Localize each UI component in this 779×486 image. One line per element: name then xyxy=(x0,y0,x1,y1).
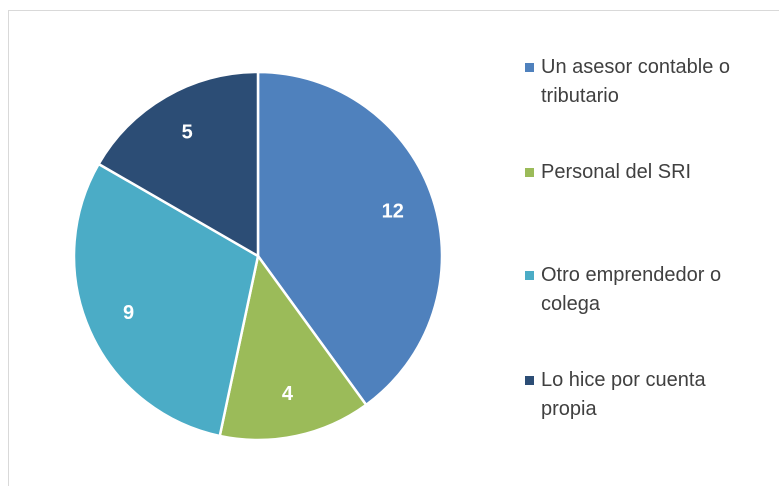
legend-swatch xyxy=(525,63,534,72)
legend-label: Personal del SRI xyxy=(541,161,691,183)
legend-line: Un asesor contable o xyxy=(541,56,730,78)
legend-label: Otro emprendedor o colega xyxy=(541,264,721,315)
pie-slice xyxy=(96,70,260,259)
legend-line: propia xyxy=(541,398,597,420)
legend-swatch xyxy=(525,376,534,385)
pie-slice xyxy=(72,162,260,438)
legend-line: Personal del SRI xyxy=(541,161,691,183)
pie-slice xyxy=(218,252,368,442)
legend-line: Otro emprendedor o xyxy=(541,264,721,286)
legend-label: Un asesor contable o tributario xyxy=(541,56,730,107)
legend-swatch xyxy=(525,271,534,280)
data-label: 4 xyxy=(282,383,294,405)
legend-label: Lo hice por cuenta propia xyxy=(541,369,706,420)
pie-slice xyxy=(256,70,444,407)
legend-line: Lo hice por cuenta xyxy=(541,369,706,391)
data-label: 12 xyxy=(382,200,404,222)
legend-swatch xyxy=(525,168,534,177)
data-label: 9 xyxy=(123,302,134,324)
legend-line: tributario xyxy=(541,85,619,107)
data-label: 5 xyxy=(182,122,193,144)
legend-line: colega xyxy=(541,293,601,315)
